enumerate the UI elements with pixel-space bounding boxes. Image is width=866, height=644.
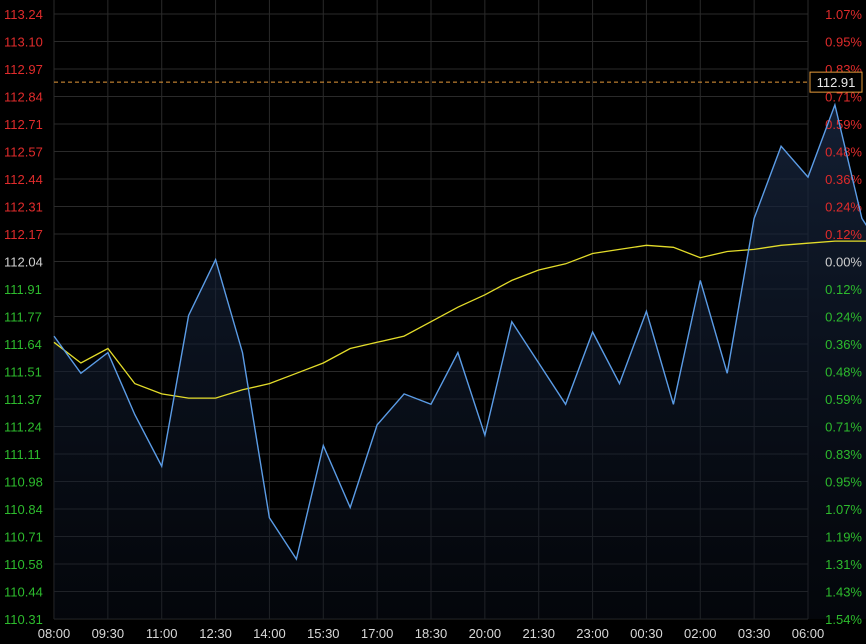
y-tick-label: 111.64 — [4, 337, 42, 352]
pct-tick-label: 0.95% — [825, 475, 862, 490]
pct-tick-label: 1.31% — [825, 557, 862, 572]
price-series-line — [53, 102, 866, 561]
y-tick-label: 112.04 — [4, 255, 43, 270]
last-price-box — [809, 71, 863, 93]
pct-tick-label: 0.48% — [825, 365, 862, 380]
x-tick-label: 14:00 — [253, 626, 286, 641]
y-tick-label: 110.44 — [4, 585, 43, 600]
x-tick-label: 15:30 — [307, 626, 340, 641]
y-tick-label: 112.84 — [4, 90, 43, 105]
y-tick-label: 112.44 — [4, 172, 43, 187]
last-price-badge: 112.91 — [809, 71, 863, 93]
pct-tick-label: 0.71% — [825, 90, 862, 105]
average-series-line — [53, 240, 866, 399]
x-tick-label: 11:00 — [146, 626, 178, 641]
pct-tick-label: 1.07% — [825, 7, 862, 22]
pct-tick-label: 0.24% — [825, 200, 862, 215]
x-tick-label: 23:00 — [576, 626, 609, 641]
y-tick-label: 110.31 — [4, 612, 43, 627]
x-tick-label: 08:00 — [38, 626, 71, 641]
y-tick-label: 112.71 — [4, 117, 43, 132]
x-tick-label: 12:30 — [199, 626, 232, 641]
y-tick-label: 110.84 — [4, 502, 43, 517]
pct-tick-label: 1.43% — [825, 585, 862, 600]
x-axis: 08:00 09:30 11:00 12:30 14:00 15:30 17:00 18:30… — [38, 626, 825, 641]
x-tick-label: 09:30 — [92, 626, 125, 641]
pct-tick-label: 0.00% — [825, 255, 862, 270]
y-tick-label: 111.51 — [4, 365, 42, 380]
y-axis-left: 113.24 113.10 112.97 112.84 112.71 112.57 112.… — [4, 7, 43, 627]
pct-tick-label: 0.12% — [825, 282, 862, 297]
pct-tick-label: 0.36% — [825, 172, 862, 187]
pct-tick-label: 1.07% — [825, 502, 862, 517]
y-tick-label: 110.58 — [4, 557, 43, 572]
last-price-value: 112.91 — [817, 75, 856, 90]
y-tick-label: 111.77 — [4, 310, 42, 325]
pct-tick-label: 0.12% — [825, 227, 862, 242]
pct-tick-label: 0.24% — [825, 310, 862, 325]
y-axis-right: 1.07% 0.95% 0.83% 0.71% 0.59% 0.48% 0.36% 0.24%… — [825, 7, 862, 627]
x-tick-label: 17:00 — [361, 626, 394, 641]
x-tick-label: 21:30 — [522, 626, 555, 641]
x-tick-label: 00:30 — [630, 626, 663, 641]
x-tick-label: 20:00 — [469, 626, 502, 641]
pct-tick-label: 0.83% — [825, 447, 862, 462]
pct-tick-label: 1.19% — [825, 530, 862, 545]
y-tick-label: 110.71 — [4, 530, 43, 545]
pct-tick-label: 0.95% — [825, 35, 862, 50]
price-area-fill — [54, 104, 866, 619]
pct-tick-label: 0.59% — [825, 392, 862, 407]
y-tick-label: 111.37 — [4, 392, 42, 407]
y-tick-label: 113.24 — [4, 7, 43, 22]
x-tick-label: 06:00 — [792, 626, 825, 641]
pct-tick-label: 0.71% — [825, 420, 862, 435]
y-tick-label: 112.31 — [4, 200, 43, 215]
y-tick-label: 112.97 — [4, 62, 43, 77]
x-tick-label: 03:30 — [738, 626, 771, 641]
y-tick-label: 112.17 — [4, 227, 43, 242]
y-tick-label: 111.91 — [4, 282, 42, 297]
y-tick-label: 112.57 — [4, 145, 43, 160]
y-tick-label: 111.11 — [4, 447, 41, 462]
y-tick-label: 111.24 — [4, 420, 42, 435]
pct-tick-label: 1.54% — [825, 612, 862, 627]
pct-tick-label: 0.59% — [825, 117, 862, 132]
y-tick-label: 113.10 — [4, 35, 43, 50]
x-tick-label: 18:30 — [415, 626, 448, 641]
pct-tick-label: 0.36% — [825, 337, 862, 352]
y-tick-label: 110.98 — [4, 475, 43, 490]
pct-tick-label: 0.48% — [825, 145, 862, 160]
x-tick-label: 02:00 — [684, 626, 717, 641]
